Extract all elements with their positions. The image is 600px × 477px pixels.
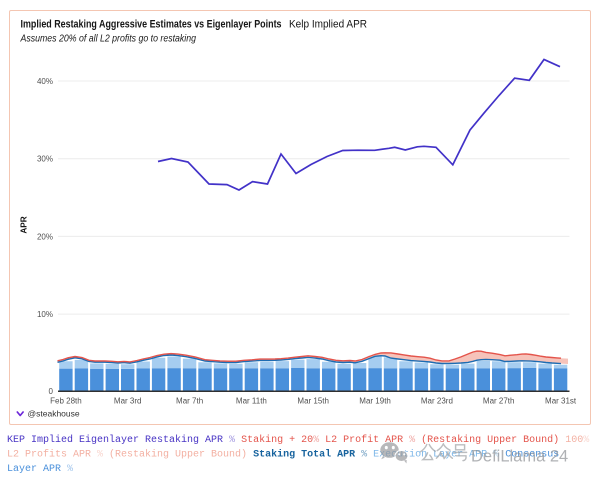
svg-text:Mar 27th: Mar 27th xyxy=(483,397,515,406)
svg-text:10%: 10% xyxy=(37,310,53,319)
svg-text:APR: APR xyxy=(20,216,29,233)
svg-text:DefiLlama 24: DefiLlama 24 xyxy=(471,448,568,466)
svg-text:Mar 11th: Mar 11th xyxy=(236,397,267,406)
svg-text:Layer APR %: Layer APR % xyxy=(7,464,73,475)
svg-text:Mar 7th: Mar 7th xyxy=(176,397,203,406)
svg-text:L2 Profits APR % (Restaking Up: L2 Profits APR % (Restaking Upper Bound)… xyxy=(7,449,559,461)
svg-text:0: 0 xyxy=(49,387,54,396)
svg-text:Kelp Implied APR: Kelp Implied APR xyxy=(289,19,367,31)
svg-text:Implied Restaking Aggressive E: Implied Restaking Aggressive Estimates v… xyxy=(21,19,282,31)
svg-text:Mar 23rd: Mar 23rd xyxy=(421,397,453,406)
svg-text:40%: 40% xyxy=(37,77,53,86)
svg-text:Mar 31st: Mar 31st xyxy=(545,397,577,406)
svg-text:Mar 15th: Mar 15th xyxy=(297,397,329,406)
svg-text:KEP Implied Eigenlayer Restaki: KEP Implied Eigenlayer Restaking APR % S… xyxy=(7,434,589,446)
svg-text:20%: 20% xyxy=(37,232,53,241)
svg-text:Feb 28th: Feb 28th xyxy=(50,397,82,406)
svg-text:Assumes 20% of all L2 profits: Assumes 20% of all L2 profits go to rest… xyxy=(20,34,197,45)
svg-text:@steakhouse: @steakhouse xyxy=(28,409,80,419)
svg-text:30%: 30% xyxy=(37,155,53,164)
svg-text:Mar 19th: Mar 19th xyxy=(359,397,391,406)
svg-text:Mar 3rd: Mar 3rd xyxy=(114,397,142,406)
